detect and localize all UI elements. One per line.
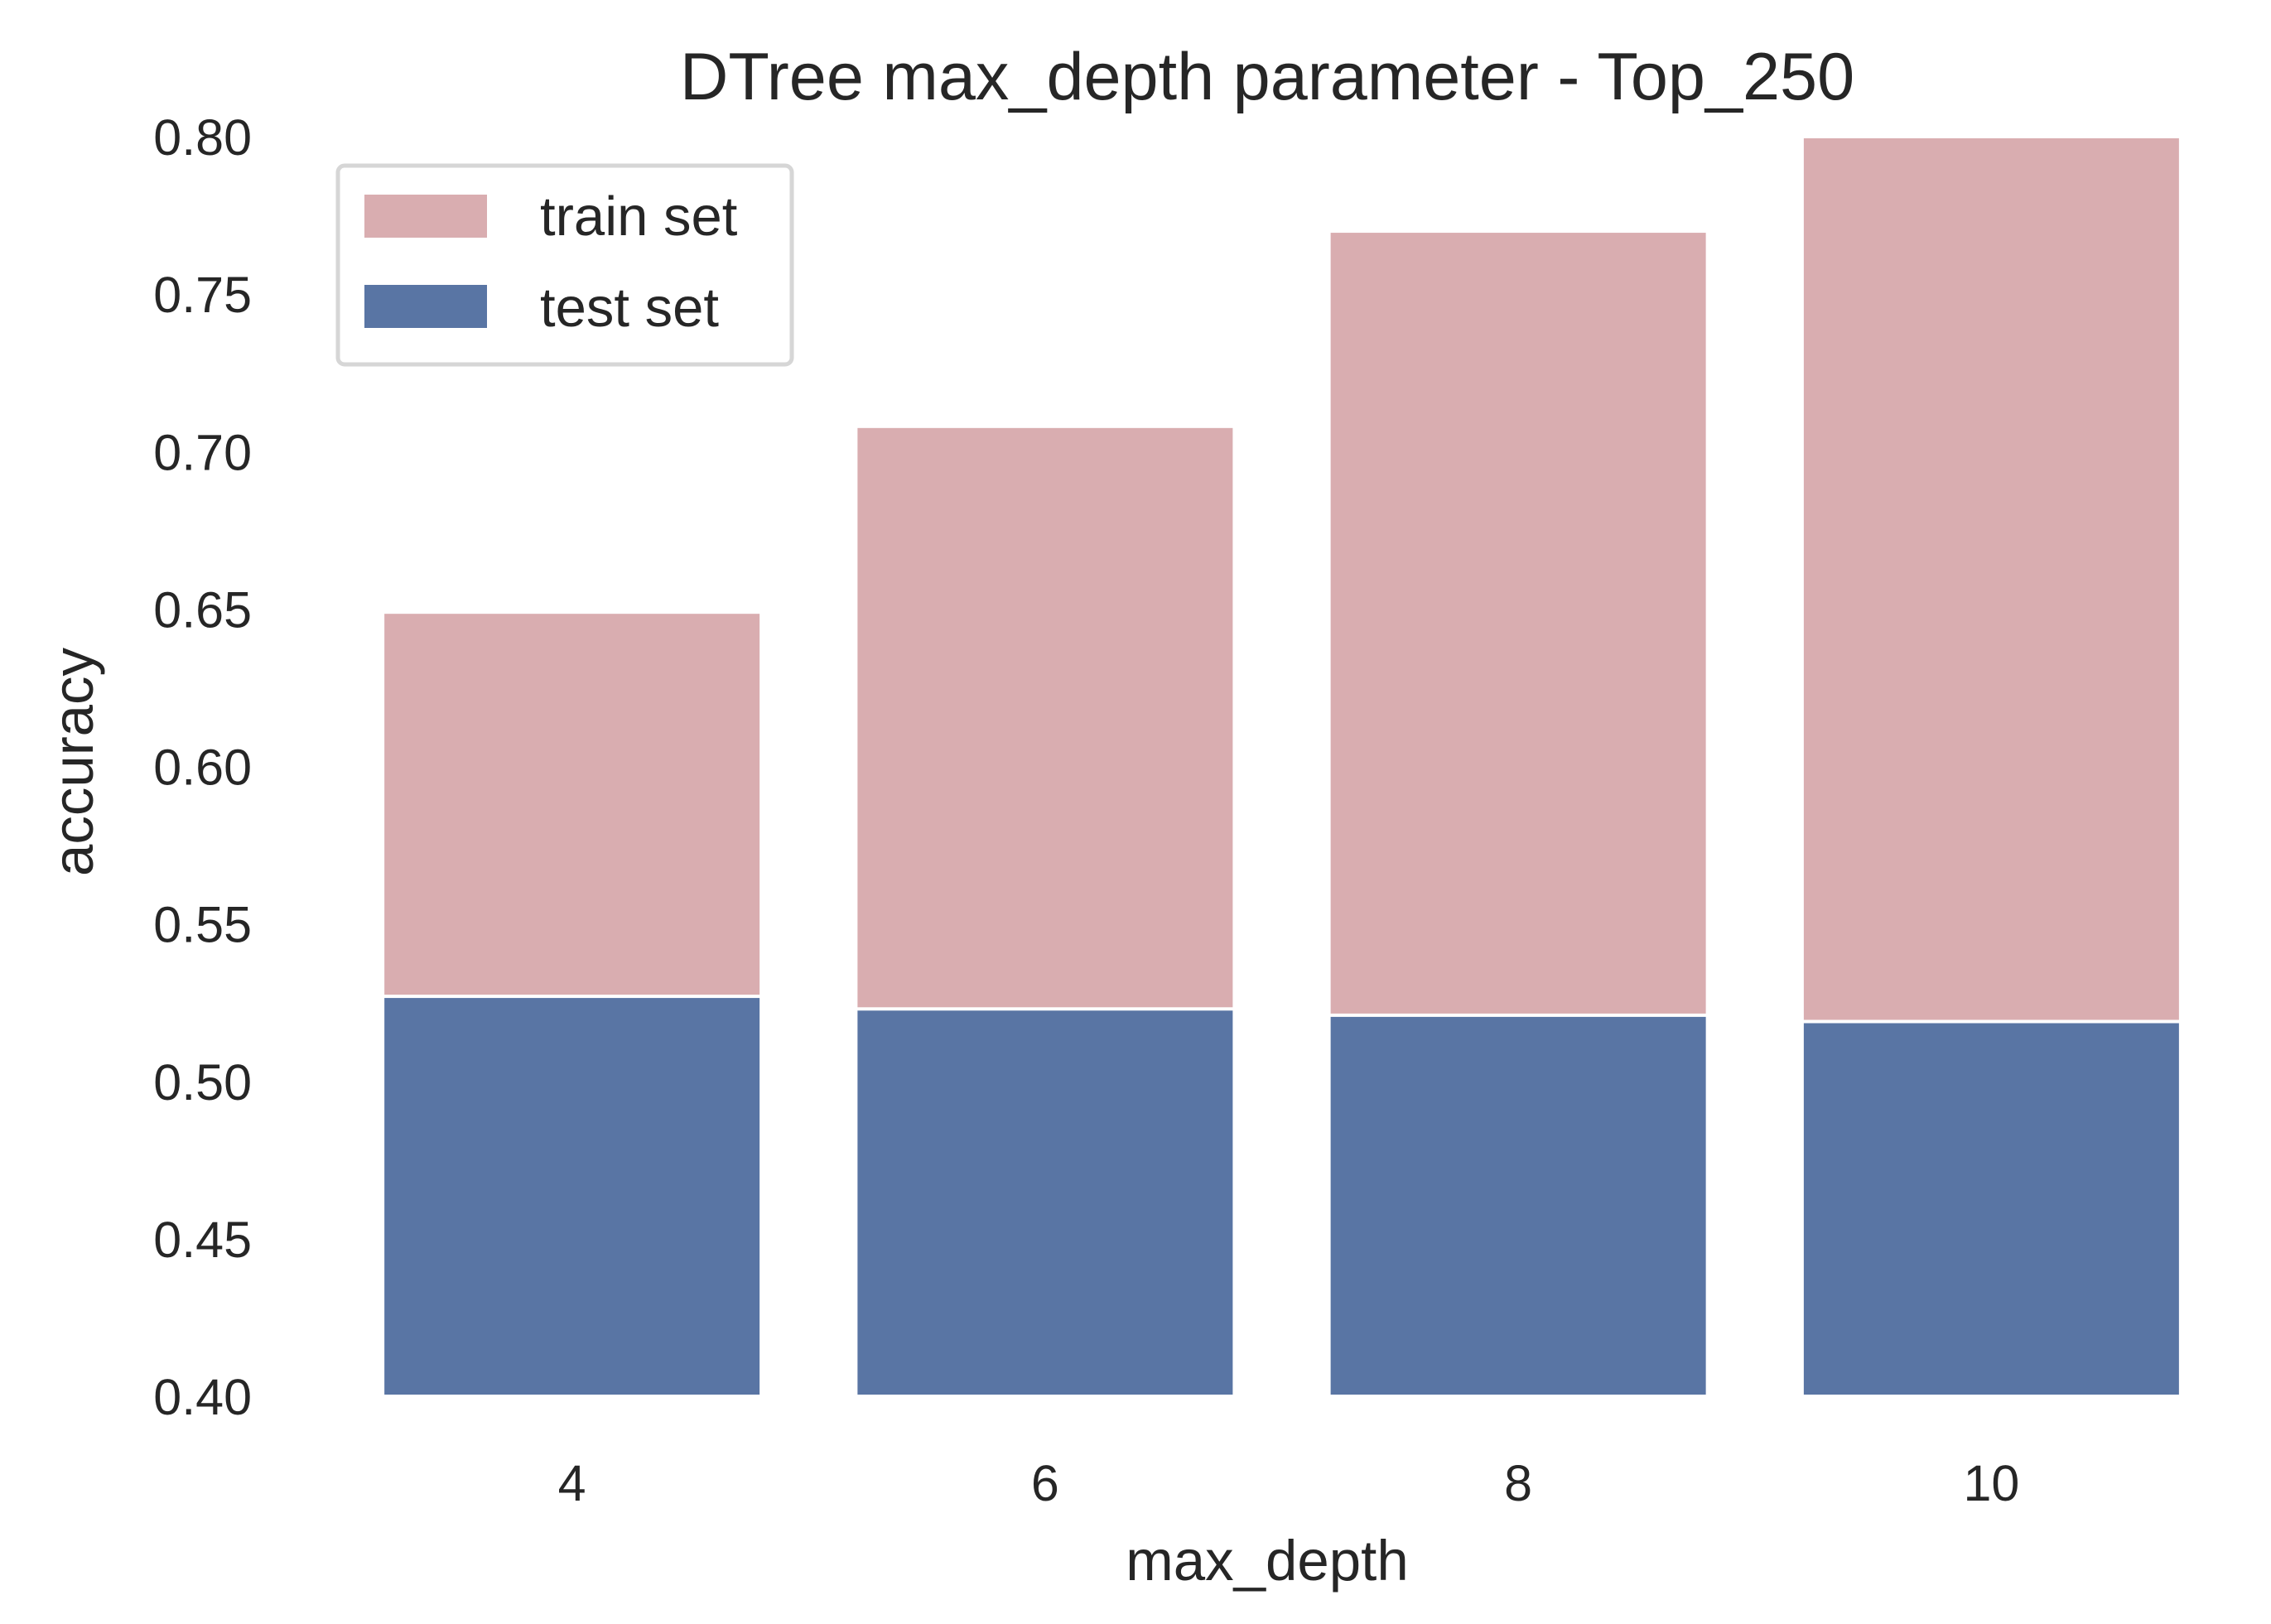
bar-test-set-6 xyxy=(854,1007,1237,1398)
x-axis-ticks: 4 6 8 10 xyxy=(558,1455,2020,1511)
y-tick-label: 0.55 xyxy=(153,897,252,953)
x-tick-label: 8 xyxy=(1504,1455,1532,1511)
x-axis-label: max_depth xyxy=(1126,1529,1408,1593)
legend-swatch-test-set xyxy=(364,285,487,328)
legend: train set test set xyxy=(335,163,794,367)
legend-swatch-train-set xyxy=(364,195,487,238)
bars-layer xyxy=(381,135,2182,1399)
y-axis-label: accuracy xyxy=(41,647,105,876)
y-tick-label: 0.70 xyxy=(153,424,252,480)
y-tick-label: 0.80 xyxy=(153,109,252,166)
y-tick-label: 0.45 xyxy=(153,1212,252,1268)
y-tick-label: 0.60 xyxy=(153,740,252,796)
chart-title: DTree max_depth parameter - Top_250 xyxy=(680,40,1854,114)
legend-label-train-set: train set xyxy=(540,186,738,248)
x-tick-label: 10 xyxy=(1963,1455,2019,1511)
y-axis-ticks: 0.40 0.45 0.50 0.55 0.60 0.65 0.70 0.75 0.80 xyxy=(153,109,252,1425)
bar-test-set-8 xyxy=(1327,1013,1709,1398)
y-tick-label: 0.40 xyxy=(153,1369,252,1425)
y-tick-label: 0.65 xyxy=(153,581,252,638)
y-tick-label: 0.75 xyxy=(153,267,252,323)
x-tick-label: 6 xyxy=(1031,1455,1059,1511)
x-tick-label: 4 xyxy=(558,1455,586,1511)
bar-test-set-4 xyxy=(381,995,764,1399)
legend-label-test-set: test set xyxy=(540,277,719,339)
bar-test-set-10 xyxy=(1800,1019,2182,1398)
y-tick-label: 0.50 xyxy=(153,1054,252,1111)
